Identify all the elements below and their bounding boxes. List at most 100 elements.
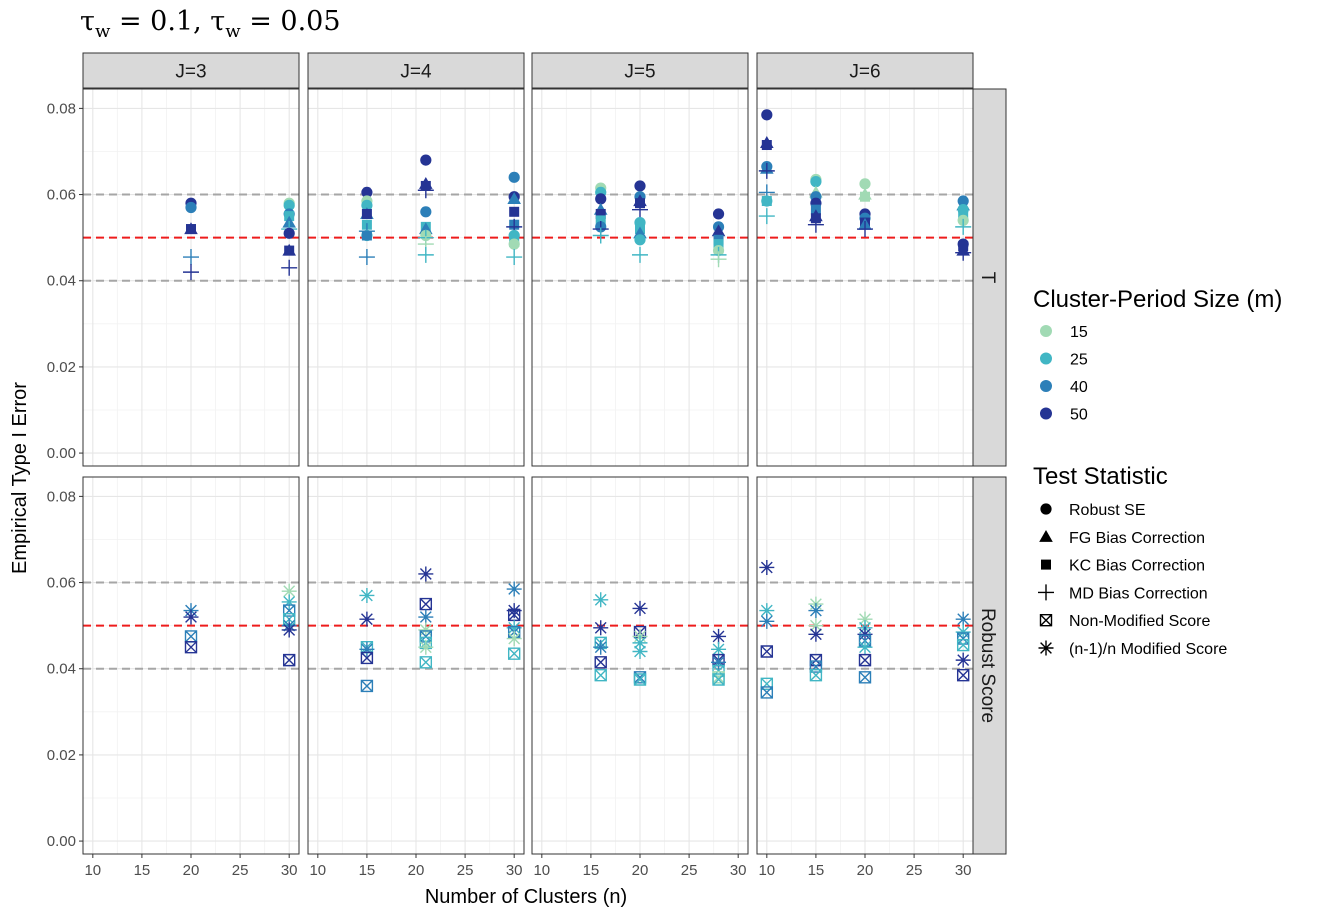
data-point — [418, 622, 434, 638]
row-strip-label: T — [977, 272, 998, 284]
data-point — [955, 652, 971, 668]
y-tick-label: 0.02 — [47, 747, 76, 764]
data-point — [592, 227, 609, 244]
data-point — [186, 224, 196, 235]
data-point — [759, 613, 775, 629]
data-point — [284, 245, 295, 256]
color-legend-key — [1040, 352, 1052, 365]
x-tick-label: 20 — [857, 862, 874, 879]
column-strip-label: J=3 — [175, 62, 206, 83]
row-strip: Robust Score — [971, 476, 1007, 855]
panel-border — [756, 88, 974, 467]
x-tick-label: 20 — [632, 862, 649, 879]
title-value-2: = 0.05 — [241, 6, 341, 37]
chart-title: τw = 0.1, τw = 0.05 — [80, 6, 341, 42]
data-point — [282, 653, 296, 667]
panel-border — [531, 88, 749, 467]
data-point — [713, 239, 724, 250]
y-tick-label: 0.04 — [47, 661, 76, 678]
y-tick-label: 0.02 — [47, 359, 76, 376]
data-point — [417, 182, 434, 199]
data-point — [361, 208, 372, 219]
facet-panel: 10 15 20 25 30 — [531, 476, 749, 879]
data-point — [359, 587, 375, 603]
data-point — [593, 639, 609, 655]
x-tick-label: 10 — [84, 862, 101, 879]
y-tick-label: 0.06 — [47, 575, 76, 592]
y-tick-label: 0.00 — [47, 833, 76, 850]
x-tick-label: 30 — [955, 862, 972, 879]
data-point — [633, 673, 647, 686]
data-point — [358, 249, 375, 266]
title-sub-1: w — [95, 21, 111, 42]
data-point — [420, 206, 432, 218]
shape-legend-item: MD Bias Correction — [1038, 584, 1208, 602]
column-strip: J=6 — [756, 52, 974, 89]
data-point — [634, 234, 646, 246]
data-point — [710, 251, 727, 268]
color-legend-item: 15 — [1040, 324, 1088, 341]
title-tau-2: τ — [210, 6, 225, 37]
data-point — [420, 154, 432, 166]
y-tick-label: 0.00 — [47, 445, 76, 462]
data-point — [860, 191, 870, 202]
shape-legend-item: KC Bias Correction — [1041, 558, 1205, 575]
legend: Cluster-Period Size (m) 15 25 40 50 Test Stat… — [1033, 286, 1282, 658]
data-point — [361, 186, 373, 199]
x-tick-label: 15 — [808, 862, 825, 879]
data-point — [359, 611, 375, 627]
data-point — [283, 199, 295, 211]
y-tick-label: 0.04 — [47, 273, 76, 290]
x-tick-label: 30 — [281, 862, 298, 879]
facet-panel — [756, 88, 974, 467]
shape-legend-label: (n-1)/n Modified Score — [1069, 641, 1227, 658]
column-strip-background — [82, 52, 300, 89]
x-tick-label: 25 — [681, 862, 698, 879]
color-legend-key — [1040, 407, 1052, 420]
shape-legend-label: Robust SE — [1069, 502, 1145, 519]
data-point — [761, 196, 772, 207]
y-tick-label: 0.06 — [47, 187, 76, 204]
data-point — [760, 645, 774, 658]
data-point — [507, 647, 521, 660]
column-strip: J=3 — [82, 52, 300, 89]
color-legend-title: Cluster-Period Size (m) — [1033, 286, 1282, 313]
data-point — [506, 249, 523, 266]
title-sub-2: w — [225, 21, 241, 42]
data-point — [361, 199, 373, 211]
shape-legend-key — [1038, 640, 1054, 656]
shape-legend-label: MD Bias Correction — [1069, 585, 1208, 602]
facet-panel: 0.00 0.02 0.04 0.06 0.08 10 15 20 25 30 — [47, 476, 300, 879]
data-point — [509, 206, 520, 217]
data-point — [594, 668, 607, 682]
shape-legend: Test Statistic Robust SE FG Bias Correctio… — [1033, 463, 1227, 658]
column-strip-label: J=6 — [849, 62, 880, 83]
data-point — [711, 641, 727, 657]
data-point — [184, 640, 198, 654]
x-tick-label: 25 — [232, 862, 249, 879]
facet-panel: 10 15 20 25 30 — [756, 476, 974, 879]
data-point — [281, 622, 297, 638]
color-legend-item: 25 — [1040, 352, 1088, 369]
data-point — [360, 651, 374, 665]
data-point — [956, 638, 970, 652]
data-point — [858, 653, 872, 667]
x-tick-label: 10 — [533, 862, 550, 879]
data-point — [955, 624, 971, 640]
data-point — [808, 626, 824, 642]
x-tick-label: 20 — [408, 862, 425, 879]
data-point — [506, 620, 522, 636]
data-point — [632, 246, 648, 263]
data-point — [632, 600, 648, 616]
data-point — [593, 592, 609, 608]
data-point — [955, 244, 972, 261]
data-point — [283, 227, 295, 239]
data-point — [808, 618, 824, 634]
x-tick-label: 25 — [457, 862, 474, 879]
data-point — [508, 171, 520, 183]
row-strip-background — [971, 88, 1007, 467]
data-point — [360, 679, 374, 693]
data-point — [419, 656, 433, 669]
